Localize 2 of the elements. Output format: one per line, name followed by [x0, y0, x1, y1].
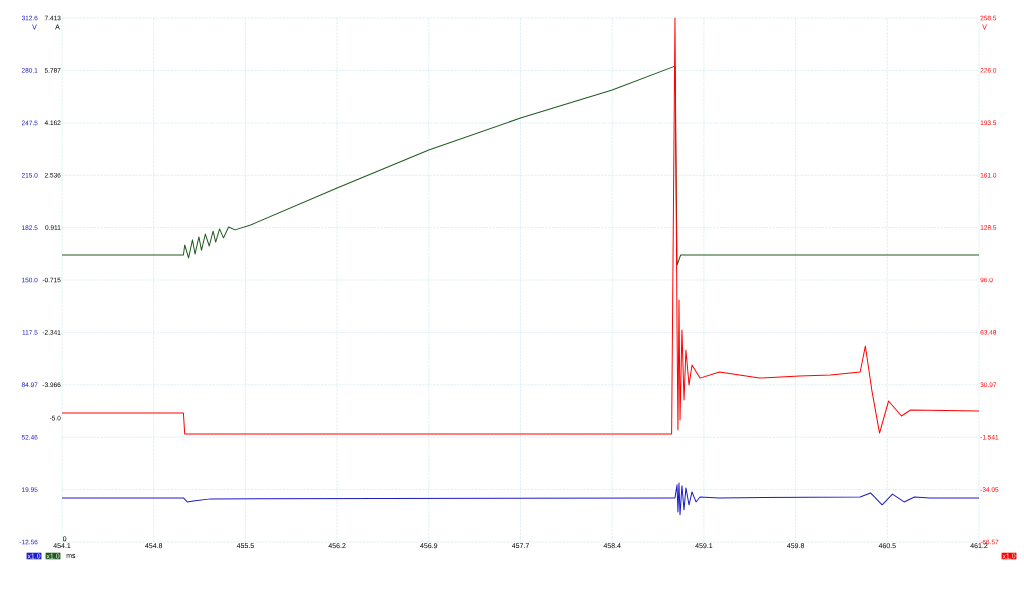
line-series [61, 482, 980, 516]
line-series [61, 17, 980, 435]
